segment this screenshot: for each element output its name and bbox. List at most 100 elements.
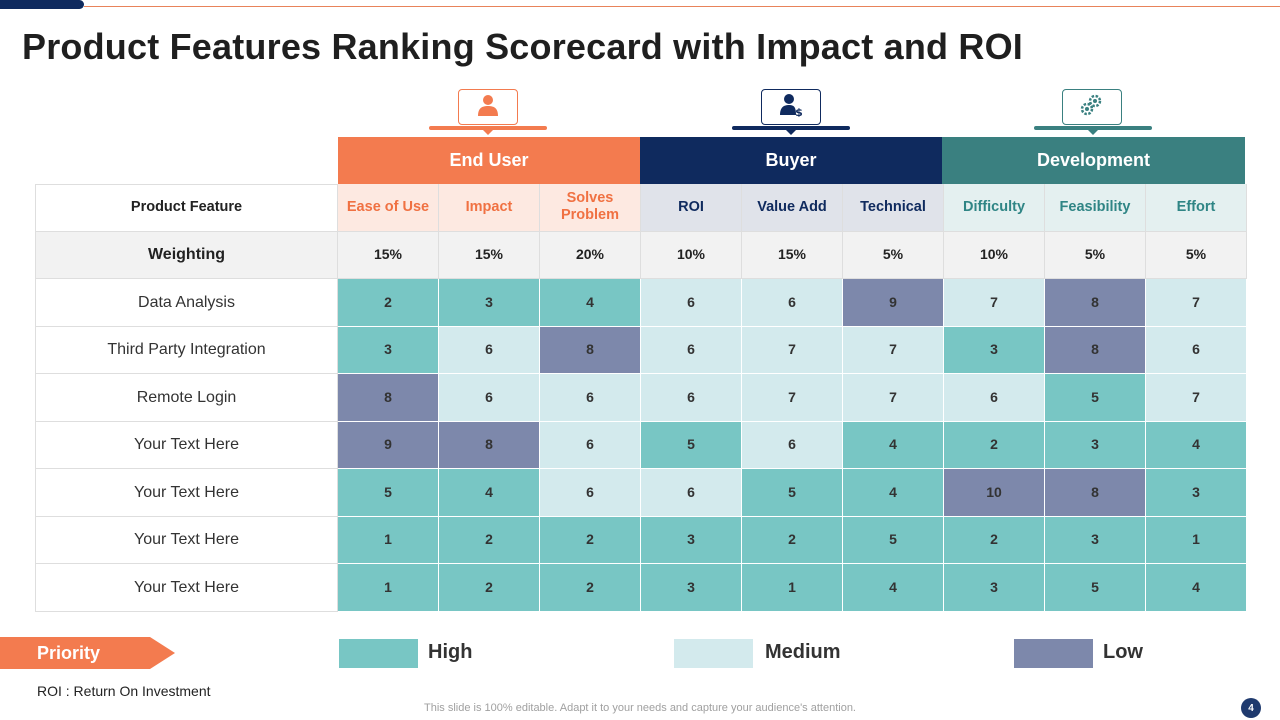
- score-cell: 5: [641, 421, 742, 469]
- score-cell: 8: [540, 326, 641, 374]
- score-cell: 3: [439, 279, 540, 327]
- user-icon: [476, 93, 500, 122]
- score-cell: 6: [641, 279, 742, 327]
- score-cell: 2: [742, 516, 843, 564]
- score-cell: 4: [439, 469, 540, 517]
- score-cell: 5: [843, 516, 944, 564]
- score-cell: 6: [439, 326, 540, 374]
- score-cell: 9: [338, 421, 439, 469]
- score-cell: 6: [742, 421, 843, 469]
- gears-icon: [1080, 93, 1104, 122]
- weight-cell: 20%: [540, 231, 641, 279]
- svg-text:$: $: [795, 106, 803, 117]
- development-marker-bar: [1034, 126, 1152, 130]
- score-cell: 2: [439, 516, 540, 564]
- feature-name: Your Text Here: [35, 564, 338, 612]
- score-cell: 2: [944, 421, 1045, 469]
- weight-cell: 5%: [843, 231, 944, 279]
- column-header-solves-problem: Solves Problem: [540, 184, 641, 232]
- score-cell: 6: [641, 374, 742, 422]
- score-cell: 8: [338, 374, 439, 422]
- buyer-marker: $: [761, 89, 821, 125]
- score-cell: 6: [439, 374, 540, 422]
- column-header-feasibility: Feasibility: [1045, 184, 1146, 232]
- score-cell: 6: [944, 374, 1045, 422]
- score-cell: 6: [742, 279, 843, 327]
- column-header-ease-of-use: Ease of Use: [338, 184, 439, 232]
- score-cell: 6: [540, 469, 641, 517]
- legend-swatch-medium: [674, 639, 753, 668]
- score-cell: 3: [338, 326, 439, 374]
- end-user-marker: [458, 89, 518, 125]
- score-cell: 4: [1146, 421, 1247, 469]
- score-cell: 8: [439, 421, 540, 469]
- score-cell: 7: [843, 326, 944, 374]
- score-cell: 6: [641, 469, 742, 517]
- score-cell: 8: [1045, 326, 1146, 374]
- column-header-roi: ROI: [641, 184, 742, 232]
- score-cell: 2: [540, 564, 641, 612]
- score-cell: 1: [742, 564, 843, 612]
- score-cell: 3: [944, 326, 1045, 374]
- column-header-difficulty: Difficulty: [944, 184, 1045, 232]
- legend-swatch-high: [339, 639, 418, 668]
- buyer-marker-bar: [732, 126, 850, 130]
- score-cell: 8: [1045, 469, 1146, 517]
- end-user-marker-bar: [429, 126, 547, 130]
- scorecard-table: Product Feature Ease of Use Impact Solve…: [35, 184, 1247, 612]
- feature-name: Your Text Here: [35, 421, 338, 469]
- group-header-development: Development: [942, 137, 1245, 184]
- score-cell: 2: [439, 564, 540, 612]
- column-header-technical: Technical: [843, 184, 944, 232]
- score-cell: 5: [1045, 564, 1146, 612]
- score-cell: 4: [540, 279, 641, 327]
- buyer-dollar-icon: $: [779, 93, 803, 122]
- legend-label-low: Low: [1103, 641, 1143, 663]
- score-cell: 3: [1045, 516, 1146, 564]
- score-cell: 7: [742, 326, 843, 374]
- score-cell: 10: [944, 469, 1045, 517]
- buyer-marker-arrow: [785, 129, 797, 135]
- score-cell: 1: [338, 516, 439, 564]
- score-cell: 3: [641, 516, 742, 564]
- score-cell: 4: [843, 564, 944, 612]
- score-cell: 7: [1146, 279, 1247, 327]
- legend-label-high: High: [428, 641, 473, 663]
- weight-cell: 5%: [1045, 231, 1146, 279]
- feature-name: Third Party Integration: [35, 326, 338, 374]
- weight-cell: 10%: [944, 231, 1045, 279]
- weight-cell: 15%: [338, 231, 439, 279]
- column-header-effort: Effort: [1146, 184, 1247, 232]
- feature-name: Your Text Here: [35, 516, 338, 564]
- score-cell: 5: [1045, 374, 1146, 422]
- group-header-end-user: End User: [338, 137, 640, 184]
- legend-label-medium: Medium: [765, 641, 841, 663]
- score-cell: 2: [540, 516, 641, 564]
- score-cell: 7: [944, 279, 1045, 327]
- score-cell: 1: [1146, 516, 1247, 564]
- score-cell: 2: [944, 516, 1045, 564]
- weight-cell: 15%: [742, 231, 843, 279]
- score-cell: 7: [1146, 374, 1247, 422]
- column-header-impact: Impact: [439, 184, 540, 232]
- score-cell: 6: [1146, 326, 1247, 374]
- score-cell: 5: [742, 469, 843, 517]
- development-marker: [1062, 89, 1122, 125]
- score-cell: 4: [843, 421, 944, 469]
- product-feature-header: Product Feature: [35, 184, 338, 232]
- column-header-value-add: Value Add: [742, 184, 843, 232]
- page-number-badge: 4: [1241, 698, 1261, 718]
- score-cell: 6: [540, 374, 641, 422]
- score-cell: 3: [1045, 421, 1146, 469]
- score-cell: 1: [338, 564, 439, 612]
- score-cell: 8: [1045, 279, 1146, 327]
- score-cell: 3: [1146, 469, 1247, 517]
- score-cell: 5: [338, 469, 439, 517]
- priority-arrow-label: Priority: [0, 637, 175, 669]
- score-cell: 7: [843, 374, 944, 422]
- weight-cell: 15%: [439, 231, 540, 279]
- legend-swatch-low: [1014, 639, 1093, 668]
- score-cell: 6: [540, 421, 641, 469]
- feature-name: Data Analysis: [35, 279, 338, 327]
- top-accent-bar: [0, 0, 84, 9]
